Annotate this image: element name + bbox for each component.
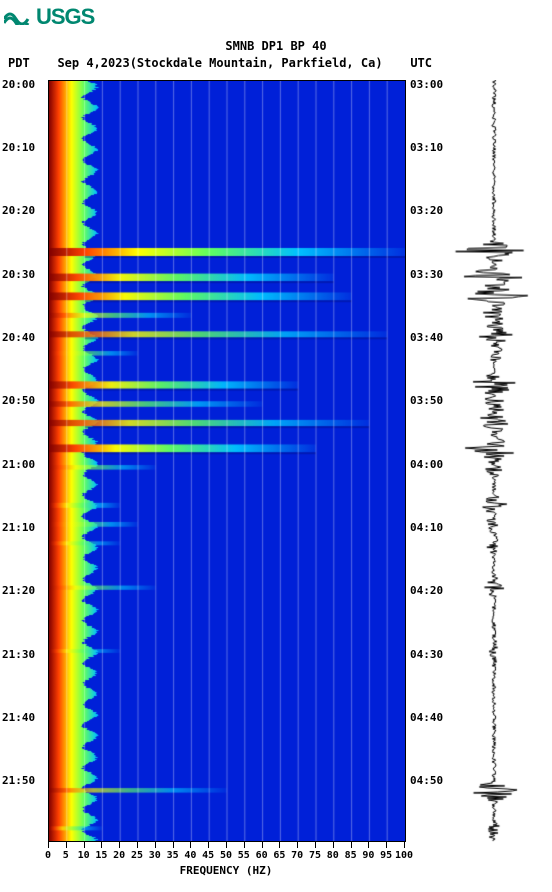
- x-tick-label: 30: [149, 850, 161, 861]
- chart-area: 20:00 20:10 20:20 20:30 20:40 20:50 21:00 21:10…: [0, 80, 552, 842]
- time-tick: 04:30: [410, 648, 443, 661]
- x-tick-label: 0: [45, 850, 51, 861]
- time-tick: 20:20: [2, 204, 35, 217]
- time-tick: 03:20: [410, 204, 443, 217]
- time-tick: 21:30: [2, 648, 35, 661]
- x-tick-label: 95: [380, 850, 392, 861]
- time-tick: 04:10: [410, 521, 443, 534]
- time-tick: 20:40: [2, 331, 35, 344]
- x-tick-mark: [119, 842, 120, 848]
- time-tick: 03:10: [410, 141, 443, 154]
- time-tick: 20:30: [2, 268, 35, 281]
- x-tick-label: 40: [184, 850, 196, 861]
- time-tick: 04:00: [410, 458, 443, 471]
- x-tick-label: 55: [238, 850, 250, 861]
- x-tick-label: 35: [167, 850, 179, 861]
- x-tick-label: 100: [395, 850, 413, 861]
- usgs-logo: USGS: [0, 0, 552, 30]
- x-tick-label: 20: [113, 850, 125, 861]
- frequency-axis: FREQUENCY (HZ) 0 5 10 15 20 25 30 35 40 45 50 55 60 6…: [48, 842, 404, 882]
- x-axis-label: FREQUENCY (HZ): [48, 864, 404, 877]
- x-tick-label: 10: [78, 850, 90, 861]
- chart-title: SMNB DP1 BP 40: [0, 38, 552, 55]
- x-tick-mark: [48, 842, 49, 848]
- time-tick: 21:10: [2, 521, 35, 534]
- time-tick: 20:00: [2, 78, 35, 91]
- x-tick-mark: [226, 842, 227, 848]
- x-tick-label: 25: [131, 850, 143, 861]
- time-tick: 20:10: [2, 141, 35, 154]
- x-tick-mark: [101, 842, 102, 848]
- x-tick-mark: [66, 842, 67, 848]
- spectrogram-plot: [48, 80, 406, 842]
- usgs-logo-text: USGS: [36, 4, 94, 30]
- x-tick-mark: [155, 842, 156, 848]
- x-tick-mark: [190, 842, 191, 848]
- time-tick: 04:40: [410, 711, 443, 724]
- x-tick-mark: [386, 842, 387, 848]
- time-tick: 03:50: [410, 394, 443, 407]
- time-tick: 03:30: [410, 268, 443, 281]
- x-tick-label: 45: [202, 850, 214, 861]
- x-tick-mark: [262, 842, 263, 848]
- x-tick-label: 80: [327, 850, 339, 861]
- time-tick: 04:20: [410, 584, 443, 597]
- x-tick-mark: [404, 842, 405, 848]
- time-tick: 21:50: [2, 774, 35, 787]
- x-tick-label: 50: [220, 850, 232, 861]
- x-tick-label: 60: [256, 850, 268, 861]
- x-tick-mark: [279, 842, 280, 848]
- x-tick-mark: [297, 842, 298, 848]
- x-tick-label: 90: [362, 850, 374, 861]
- x-tick-mark: [137, 842, 138, 848]
- header-date: Sep 4,2023(Stockdale Mountain, Parkfield…: [57, 55, 382, 72]
- chart-header: SMNB DP1 BP 40 PDT Sep 4,2023(Stockdale …: [0, 38, 552, 72]
- x-tick-mark: [315, 842, 316, 848]
- time-tick: 03:40: [410, 331, 443, 344]
- time-tick: 21:00: [2, 458, 35, 471]
- x-tick-mark: [208, 842, 209, 848]
- usgs-wave-icon: [4, 5, 32, 29]
- x-tick-mark: [351, 842, 352, 848]
- time-tick: 20:50: [2, 394, 35, 407]
- tz-left: PDT: [8, 55, 30, 72]
- x-tick-label: 85: [345, 850, 357, 861]
- x-tick-label: 5: [63, 850, 69, 861]
- x-tick-mark: [84, 842, 85, 848]
- x-tick-mark: [368, 842, 369, 848]
- time-tick: 03:00: [410, 78, 443, 91]
- time-tick: 21:20: [2, 584, 35, 597]
- x-tick-mark: [244, 842, 245, 848]
- x-tick-label: 65: [273, 850, 285, 861]
- time-tick: 04:50: [410, 774, 443, 787]
- x-tick-label: 75: [309, 850, 321, 861]
- x-tick-mark: [333, 842, 334, 848]
- x-tick-mark: [173, 842, 174, 848]
- x-tick-label: 70: [291, 850, 303, 861]
- seismogram-plot: [454, 80, 534, 842]
- time-tick: 21:40: [2, 711, 35, 724]
- x-tick-label: 15: [95, 850, 107, 861]
- tz-right: UTC: [410, 55, 432, 72]
